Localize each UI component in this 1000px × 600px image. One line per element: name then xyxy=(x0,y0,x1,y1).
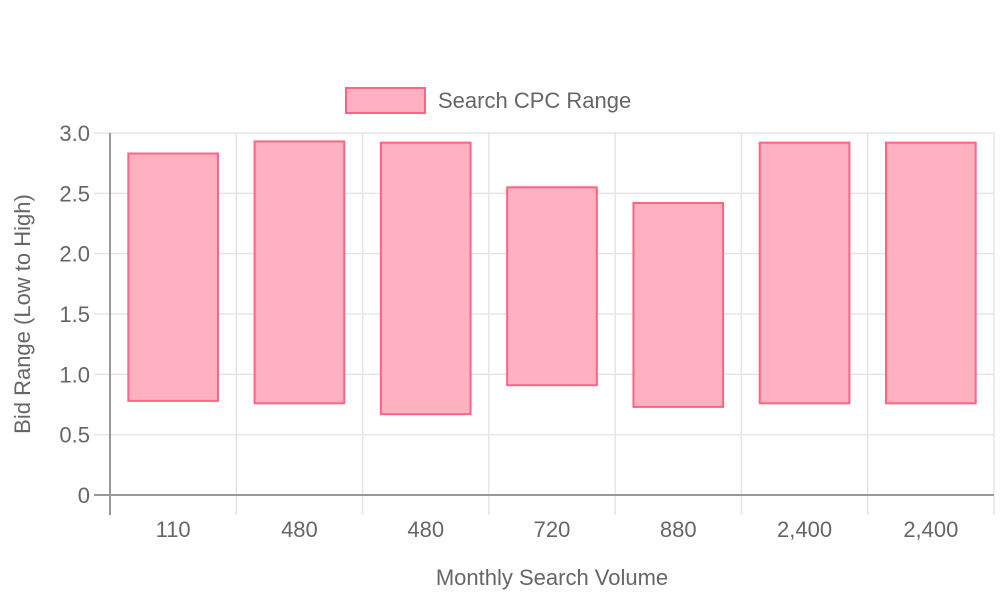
legend[interactable]: Search CPC Range xyxy=(345,87,631,114)
legend-swatch[interactable] xyxy=(345,87,426,114)
y-tick-label: 1.5 xyxy=(59,302,90,327)
bar[interactable] xyxy=(885,141,977,405)
y-axis-title: Bid Range (Low to High) xyxy=(10,194,35,434)
bar[interactable] xyxy=(127,152,219,402)
y-tick-label: 2.5 xyxy=(59,181,90,206)
legend-label[interactable]: Search CPC Range xyxy=(438,88,631,113)
bars xyxy=(127,140,977,416)
bar[interactable] xyxy=(758,141,851,405)
bar[interactable] xyxy=(379,141,472,416)
x-axis-title: Monthly Search Volume xyxy=(436,565,668,590)
y-tick-label: 2.0 xyxy=(59,242,90,267)
bar[interactable] xyxy=(632,201,725,408)
x-tick-label: 2,400 xyxy=(903,517,958,542)
y-tick-label: 1.0 xyxy=(59,362,90,387)
x-tick-label: 110 xyxy=(156,517,191,542)
y-tick-label: 0 xyxy=(78,483,90,508)
x-tick-label: 720 xyxy=(534,517,571,542)
x-tick-label: 480 xyxy=(407,517,444,542)
x-tick-label: 880 xyxy=(660,517,697,542)
bar[interactable] xyxy=(253,140,346,405)
x-tick-label: 2,400 xyxy=(777,517,832,542)
y-tick-label: 0.5 xyxy=(59,423,90,448)
axes: 0 0.5 1.0 1.5 2.0 2.5 3.0 110 480 480 720 880 2,400 2… xyxy=(59,121,994,542)
bar[interactable] xyxy=(506,186,598,387)
y-tick-label: 3.0 xyxy=(59,121,90,146)
x-tick-label: 480 xyxy=(281,517,318,542)
